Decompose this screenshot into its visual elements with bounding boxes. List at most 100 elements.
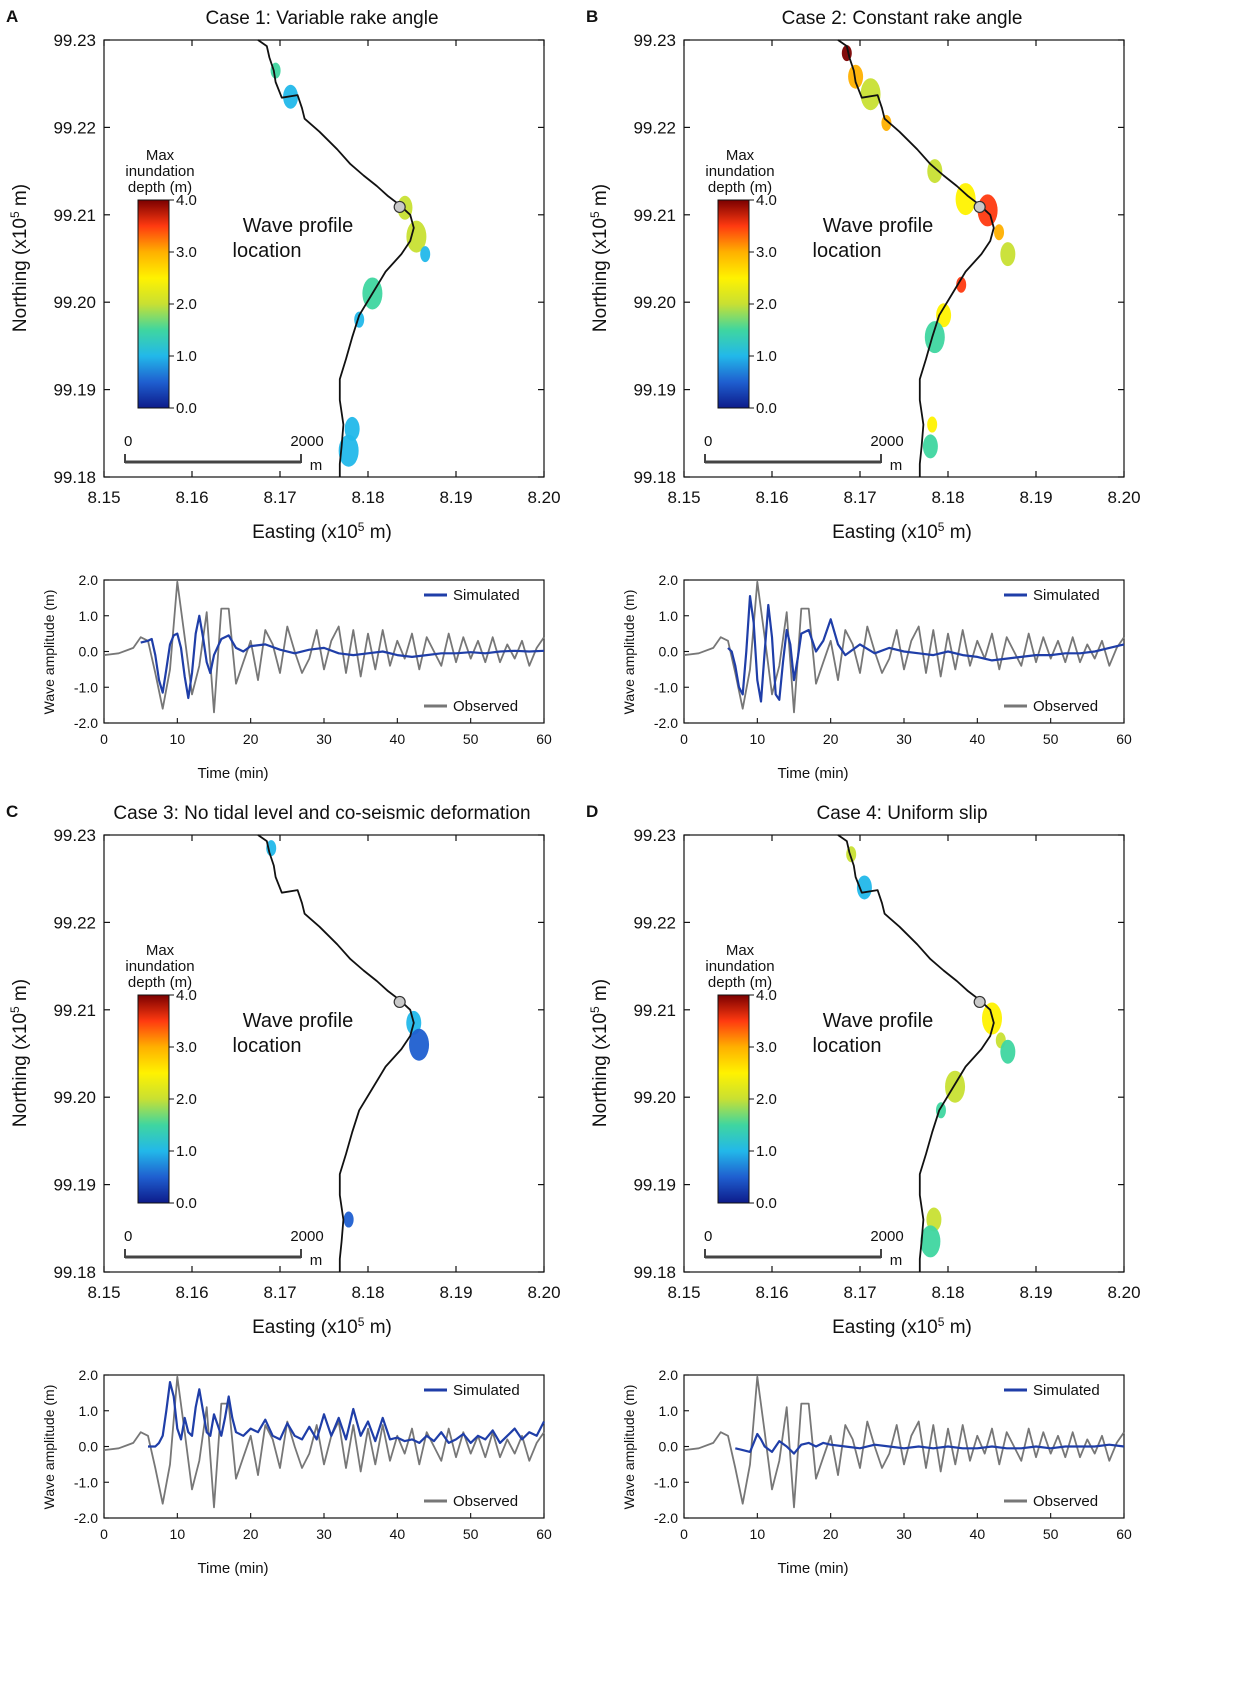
map-x-axis-label: Easting (x105 m) [252,520,392,543]
map-x-tick-label: 8.15 [667,488,700,507]
colorbar [717,199,750,409]
map-x-axis-label: Easting (x105 m) [832,1315,972,1338]
map-y-tick-label: 99.19 [633,1176,676,1195]
scalebar-unit: m [890,1252,903,1269]
wave-x-tick-label: 20 [823,731,839,747]
wave-lines [683,1375,1125,1509]
colorbar-tick-label: 1.0 [756,1143,777,1160]
wave-x-tick-label: 30 [896,1526,912,1542]
map-frame [683,39,1125,478]
map-y-tick-label: 99.22 [53,118,96,137]
legend-observed-label: Observed [1033,1493,1098,1510]
wave-y-axis-label: Wave amplitude (m) [41,1385,57,1510]
colorbar-tick-label: 2.0 [176,296,197,313]
wave-x-tick-label: 0 [100,1526,108,1542]
colorbar-tick-label: 1.0 [756,348,777,365]
map-x-tick-label: 8.17 [843,488,876,507]
wave-y-tick-label: -1.0 [74,1474,98,1490]
inundation-patch [860,78,881,111]
wave-x-tick-label: 60 [1116,1526,1132,1542]
map-y-tick-label: 99.19 [53,1176,96,1195]
map-y-tick-label: 99.21 [633,1001,676,1020]
colorbar-tick-label: 3.0 [176,1039,197,1056]
map-y-tick-label: 99.22 [53,913,96,932]
wave-x-tick-label: 50 [463,731,479,747]
scalebar-start-label: 0 [704,1228,712,1245]
wave-y-tick-label: -2.0 [654,715,678,731]
wave-profile-marker [973,995,986,1009]
map-y-tick-label: 99.21 [53,206,96,225]
map-x-tick-label: 8.18 [351,488,384,507]
map-y-tick-label: 99.20 [53,1088,96,1107]
colorbar-tick-label: 3.0 [756,244,777,261]
panel-letter: A [6,7,18,26]
colorbar-tick-label: 2.0 [756,296,777,313]
panel-letter: D [586,802,598,821]
wave-x-tick-label: 10 [170,1526,186,1542]
colorbar-title: inundation [705,958,774,975]
scalebar-unit: m [890,457,903,474]
map-y-tick-label: 99.22 [633,118,676,137]
colorbar-tick-label: 2.0 [756,1091,777,1108]
map-y-tick-label: 99.23 [53,826,96,845]
inundation-patch [924,321,945,354]
panel-letter: C [6,802,18,821]
wave-x-tick-label: 30 [316,731,332,747]
wave-x-tick-label: 40 [390,1526,406,1542]
colorbar-title: Max [726,147,755,164]
colorbar-tick-label: 2.0 [176,1091,197,1108]
wave-profile-marker [393,995,406,1009]
colorbar-title: Max [146,147,175,164]
scalebar-end-label: 2000 [290,433,323,450]
map-x-tick-label: 8.18 [931,1283,964,1302]
map-x-axis-label: Easting (x105 m) [252,1315,392,1338]
colorbar-title: depth (m) [128,974,192,991]
wave-x-tick-label: 60 [1116,731,1132,747]
wave-y-axis-label: Wave amplitude (m) [41,590,57,715]
inundation-patch [1000,1039,1016,1064]
wave-x-tick-label: 10 [750,1526,766,1542]
wave-profile-label-2: location [813,240,882,262]
wave-x-axis-label: Time (min) [197,1560,268,1577]
wave-y-tick-label: -1.0 [654,1474,678,1490]
map-y-tick-label: 99.19 [633,381,676,400]
map-title: Case 4: Uniform slip [816,803,987,824]
wave-x-tick-label: 50 [1043,1526,1059,1542]
colorbar-tick-label: 0.0 [756,1195,777,1212]
map-y-tick-label: 99.20 [633,293,676,312]
map-x-tick-label: 8.19 [439,488,472,507]
map-y-tick-label: 99.22 [633,913,676,932]
wave-y-tick-label: 1.0 [659,608,679,624]
map-y-tick-label: 99.23 [633,826,676,845]
wave-profile-label-2: location [233,240,302,262]
map-y-tick-label: 99.18 [53,468,96,487]
colorbar-tick-label: 4.0 [756,192,777,209]
wave-x-tick-label: 20 [243,731,259,747]
wave-profile-label: Wave profile [243,1010,353,1032]
panel-c: C Case 3: No tidal level and co-seismic d… [6,802,561,1577]
scalebar-end-label: 2000 [870,433,903,450]
legend-observed-label: Observed [453,698,518,715]
wave-lines [103,580,545,714]
map-x-tick-label: 8.15 [667,1283,700,1302]
colorbar-tick-label: 1.0 [176,348,197,365]
colorbar-title: Max [726,942,755,959]
legend-observed-label: Observed [1033,698,1098,715]
wave-y-tick-label: -2.0 [74,1510,98,1526]
map-y-tick-label: 99.18 [633,1263,676,1282]
map-x-tick-label: 8.17 [843,1283,876,1302]
inundation-patch [856,875,872,900]
map-y-tick-label: 99.23 [633,31,676,50]
map-y-tick-label: 99.18 [633,468,676,487]
colorbar-tick-label: 0.0 [176,1195,197,1212]
wave-profile-marker [973,200,986,214]
wave-y-axis-label: Wave amplitude (m) [621,590,637,715]
colorbar-title: inundation [125,958,194,975]
map-y-tick-label: 99.18 [53,1263,96,1282]
inundation-patch [936,303,952,328]
wave-x-tick-label: 0 [100,731,108,747]
map-y-axis-label: Northing (x105 m) [588,979,611,1127]
wave-lines [683,580,1125,714]
map-y-tick-label: 99.23 [53,31,96,50]
map-x-tick-label: 8.17 [263,1283,296,1302]
